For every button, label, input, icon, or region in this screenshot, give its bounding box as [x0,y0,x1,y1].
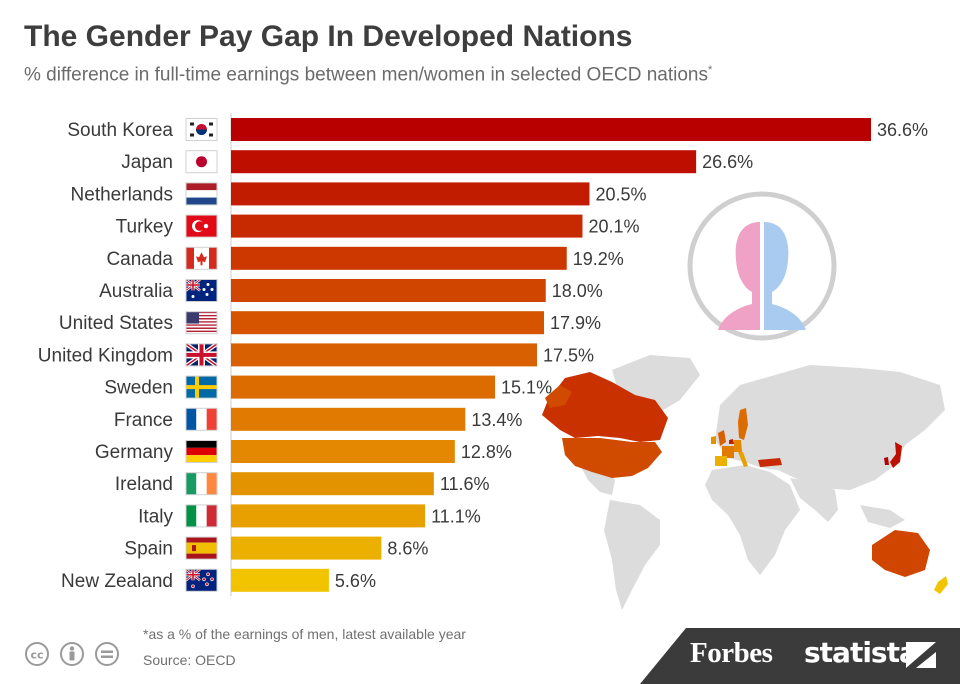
flag-australia-icon [185,278,218,302]
bar [231,407,466,431]
category-label: Germany [95,442,174,463]
map-south-korea [884,457,889,465]
attribution-icon [60,642,84,666]
bar [231,343,538,367]
flag-canada-icon [185,246,218,270]
category-label: United States [59,313,173,334]
category-label: South Korea [67,120,173,141]
value-label: 36.6% [877,120,928,140]
bar [231,311,545,335]
category-label: Australia [99,281,173,302]
forbes-logo[interactable]: Forbes [690,637,773,669]
map-japan [890,442,902,468]
value-label: 15.1% [501,378,552,398]
bar [231,472,434,496]
map-spain [715,456,727,466]
category-label: Canada [106,249,173,270]
map-france [722,446,734,458]
map-south-america [604,500,660,610]
value-label: 12.8% [461,442,512,462]
subtitle-text: % difference in full-time earnings betwe… [24,64,708,86]
bar [231,440,455,463]
flag-united-states-icon [185,311,218,335]
value-label: 18.0% [552,281,603,301]
flag-germany-icon [185,440,218,463]
statista-mark-icon [906,642,936,668]
map-ireland [711,436,716,444]
statista-logo[interactable]: statista [804,636,918,669]
world-map-illustration [542,355,948,610]
map-alaska [545,385,572,408]
bar [231,536,382,560]
value-label: 11.1% [431,506,481,526]
category-label: Ireland [115,474,173,495]
flag-new-zealand-icon [185,568,218,592]
value-label: 20.5% [595,184,646,204]
flag-france-icon [185,407,218,431]
value-label: 26.6% [702,152,753,172]
category-label: United Kingdom [38,345,173,366]
flag-south-korea-icon [185,118,218,141]
value-label: 8.6% [387,539,428,559]
value-label: 20.1% [588,217,639,237]
source-note: Source: OECD [143,652,236,668]
chart-rows: South Korea 36.6% Japan 26.6% Netherlands 20.… [38,118,928,592]
bar [231,568,329,592]
category-label: New Zealand [61,571,173,592]
chart-title: The Gender Pay Gap In Developed Nations [24,20,633,53]
chart-subtitle: % difference in full-time earnings betwe… [24,64,712,86]
bar [231,214,583,238]
value-label: 17.9% [550,313,601,333]
bar [231,150,697,174]
map-netherlands [729,439,734,444]
bar [231,246,567,270]
flag-turkey-icon [185,214,218,238]
value-label: 19.2% [573,249,624,269]
flag-japan-icon [185,150,218,174]
no-derivatives-icon [95,642,119,666]
map-africa [705,465,800,575]
flag-netherlands-icon [185,182,218,206]
map-canada [542,372,668,442]
subtitle-footnote-mark: * [708,64,713,76]
value-label: 5.6% [335,571,376,591]
map-uk [718,430,726,446]
map-new-zealand [934,576,948,594]
map-sweden [738,408,748,440]
flag-united-kingdom-icon [184,342,219,368]
map-turkey [758,458,782,467]
category-label: Japan [121,152,173,173]
map-united-states [562,438,662,478]
value-label: 13.4% [471,410,522,430]
map-germany [734,440,742,452]
map-australia [872,530,930,577]
map-italy [738,452,748,467]
value-label: 17.5% [543,345,594,365]
category-label: Sweden [104,378,173,399]
gender-icon [687,191,837,341]
category-label: France [114,410,173,431]
flag-spain-icon [185,536,218,560]
map-south-asia [790,478,838,522]
svg-text:cc: cc [30,649,43,662]
map-southeast-asia [860,505,905,528]
cc-icon: cc [25,642,49,666]
bar [231,118,871,141]
flag-ireland-icon [185,472,218,496]
flag-sweden-icon [185,375,218,399]
bar [231,182,590,206]
footnote: *as a % of the earnings of men, latest a… [143,626,466,642]
flag-italy-icon [185,504,218,528]
category-label: Turkey [116,217,174,238]
category-label: Italy [138,506,173,527]
license-icons: cc [25,642,119,666]
bar [231,375,496,399]
bar [231,279,546,302]
bar [231,504,426,528]
value-label: 11.6% [440,474,490,494]
category-label: Netherlands [71,184,173,205]
category-label: Spain [124,539,173,560]
